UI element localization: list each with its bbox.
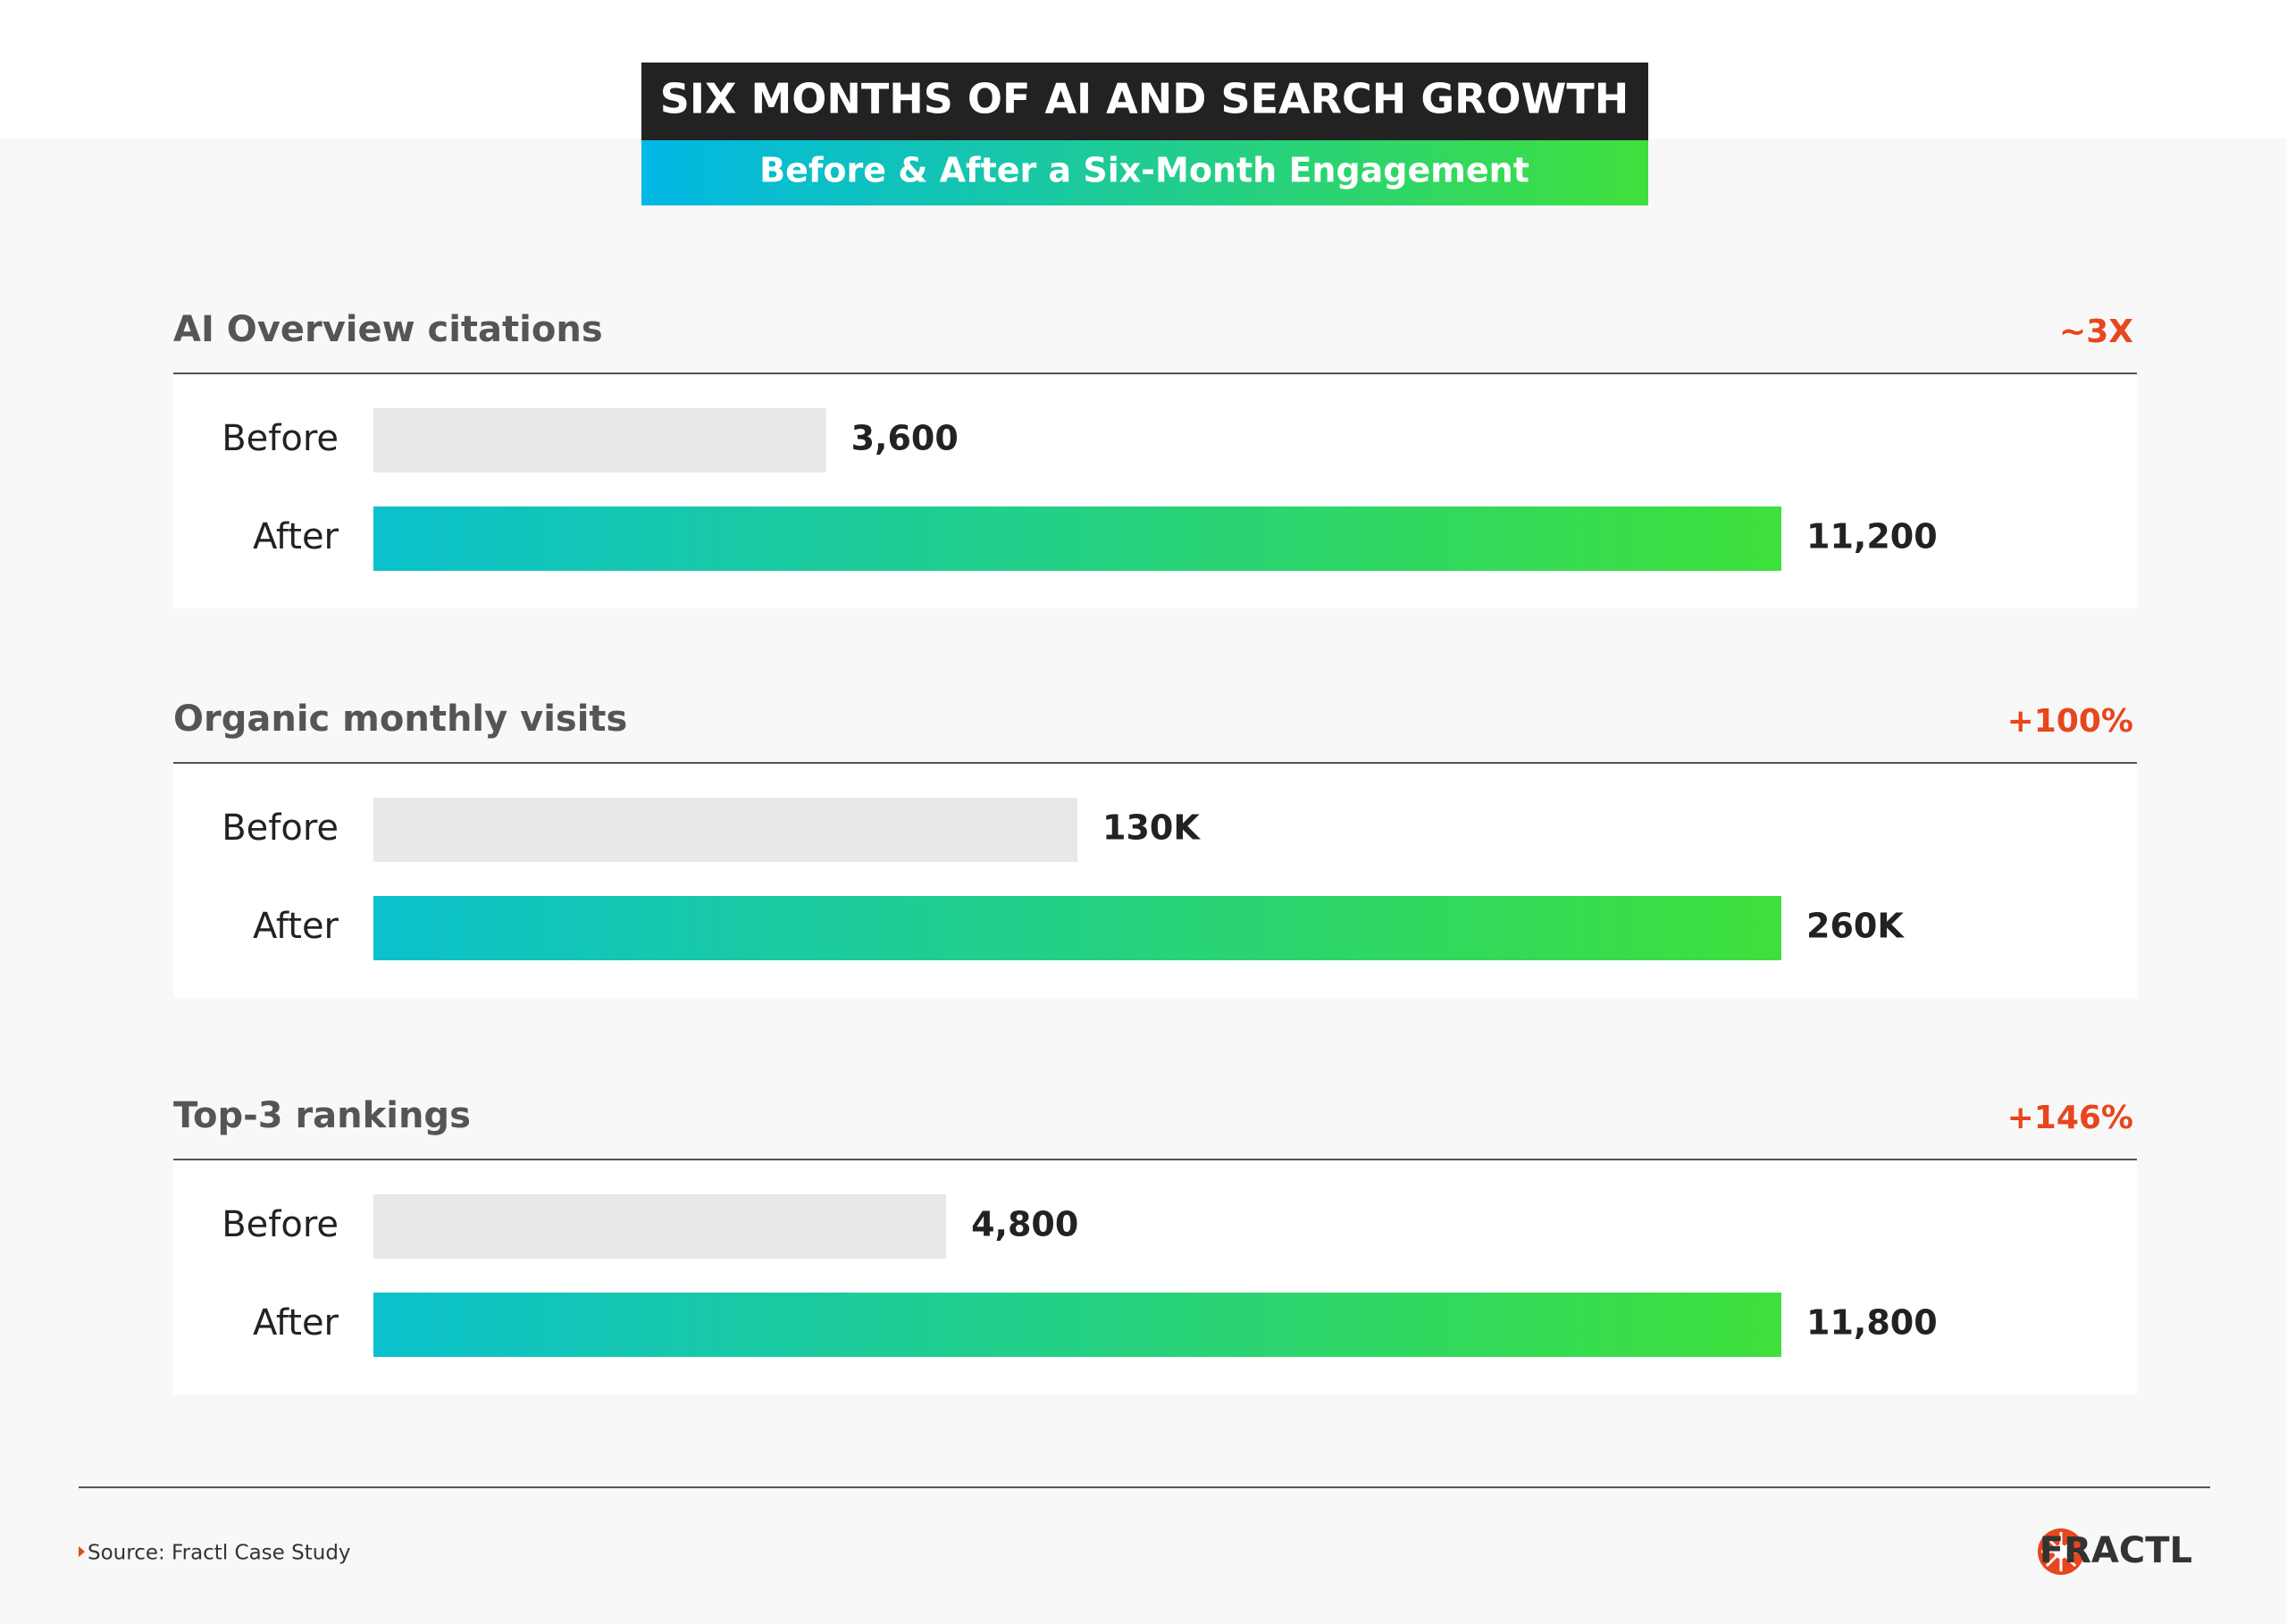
annotation: +100% (2007, 703, 2133, 740)
panel-title: Organic monthly visits (173, 699, 627, 740)
source: Source: Fractl Case Study (88, 1542, 351, 1565)
annotation: +146% (2007, 1100, 2133, 1136)
source-marker (79, 1546, 85, 1557)
title: SIX MONTHS OF AI AND SEARCH GROWTH (660, 75, 1629, 123)
subtitle: Before & After a Six-Month Engagement (759, 151, 1529, 190)
value-label: 3,600 (851, 419, 959, 458)
bar (373, 896, 1781, 960)
annotation: ~3X (2059, 314, 2133, 350)
category-label: Before (222, 1204, 339, 1245)
value-label: 4,800 (971, 1205, 1078, 1244)
category-label: After (253, 516, 339, 557)
panel-title: AI Overview citations (173, 309, 603, 350)
value-label: 260K (1806, 907, 1905, 946)
bar (373, 798, 1077, 862)
bar (373, 506, 1781, 571)
title-box (641, 63, 1648, 141)
category-label: After (253, 906, 339, 947)
value-label: 11,200 (1806, 517, 1938, 557)
category-label: Before (222, 418, 339, 459)
value-label: 11,800 (1806, 1303, 1938, 1343)
logo-text: FRACTL (2040, 1530, 2192, 1571)
bar (373, 408, 826, 473)
category-label: Before (222, 808, 339, 849)
category-label: After (253, 1302, 339, 1344)
panel-title: Top-3 rankings (173, 1095, 471, 1136)
logo-icon (2038, 1528, 2084, 1575)
bar (373, 1293, 1781, 1357)
subtitle-box (641, 140, 1648, 205)
value-label: 130K (1102, 808, 1201, 848)
bar (373, 1194, 947, 1259)
